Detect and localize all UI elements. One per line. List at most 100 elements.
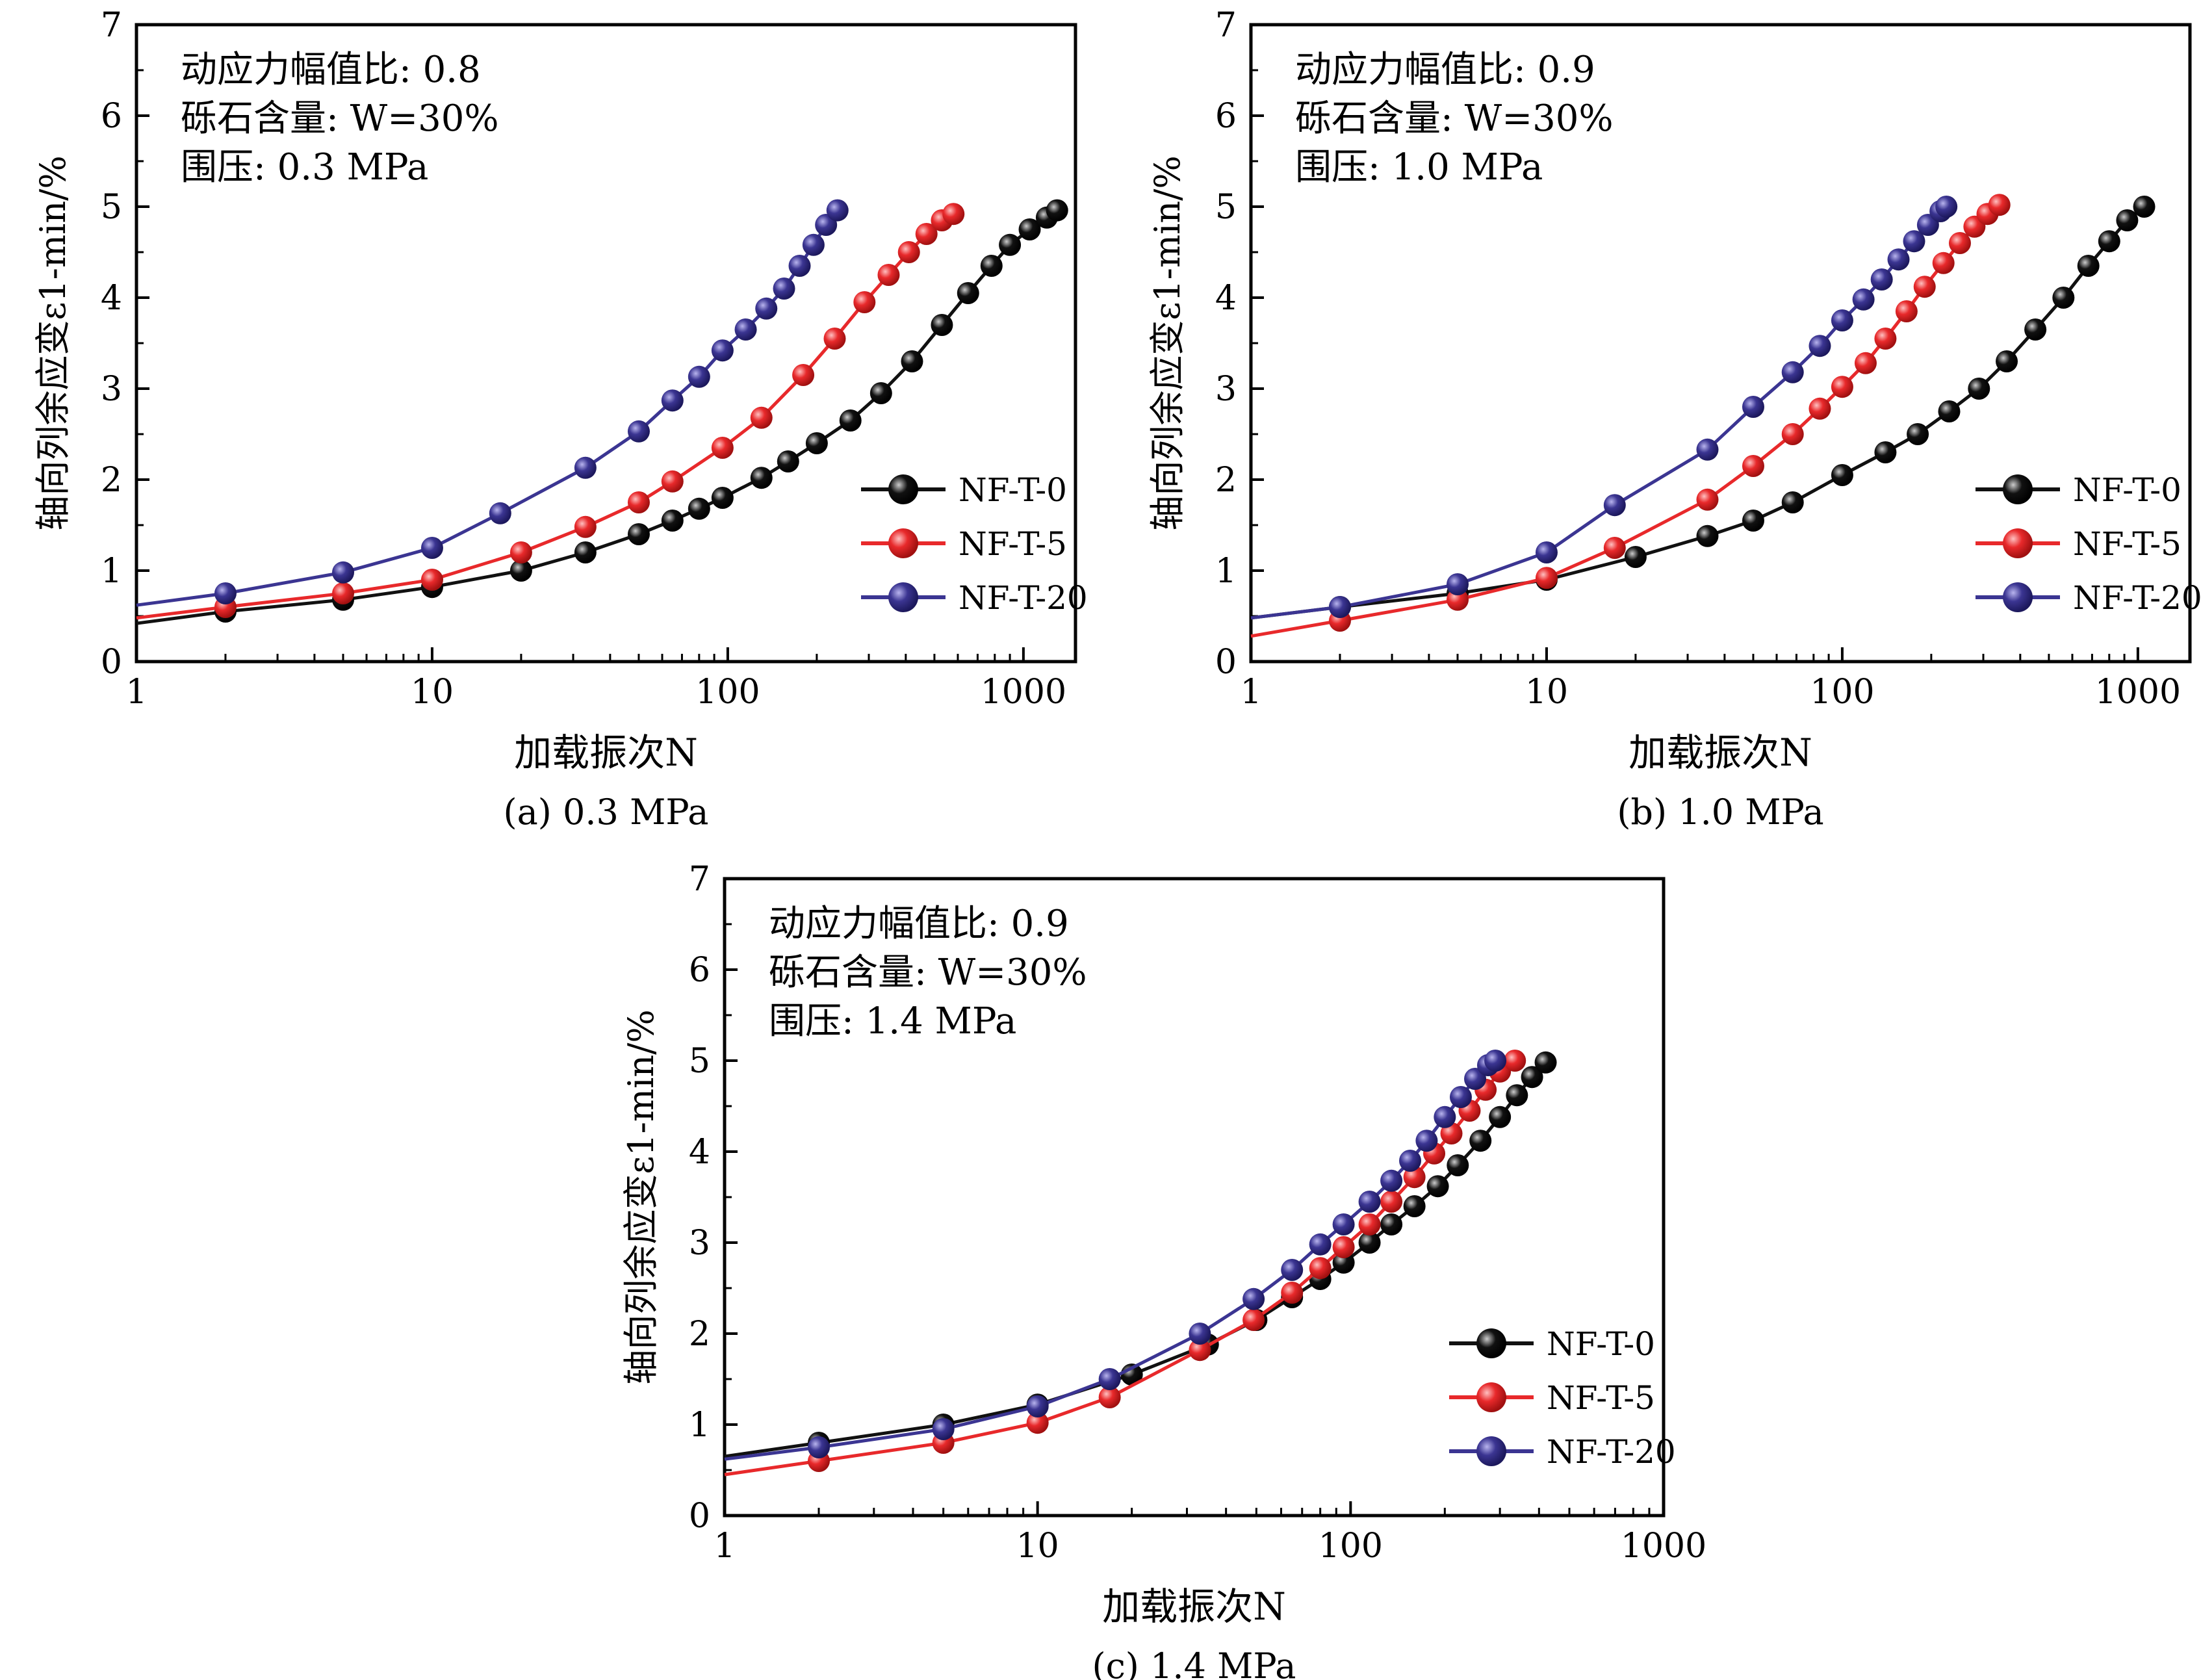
series-NF-T-20 [136, 199, 849, 607]
data-point [1781, 361, 1804, 383]
data-point [805, 432, 828, 454]
data-point [711, 339, 734, 362]
data-point [1018, 218, 1041, 240]
data-point [420, 537, 443, 559]
y-tick-label: 2 [101, 461, 122, 500]
y-tick-label: 3 [101, 370, 122, 409]
data-point [1535, 567, 1558, 589]
data-point [823, 328, 846, 350]
data-point [2052, 287, 2075, 309]
data-point [792, 364, 815, 386]
x-tick-label: 1000 [1621, 1527, 1706, 1566]
data-point [826, 199, 849, 222]
y-tick-label: 6 [689, 951, 710, 990]
x-tick-label: 100 [1319, 1527, 1383, 1566]
data-point [711, 437, 734, 459]
y-tick-label: 7 [101, 6, 122, 45]
y-tick-label: 2 [689, 1315, 710, 1354]
data-point [1696, 488, 1719, 511]
data-point [932, 1418, 955, 1440]
annotation-text: 围压: 1.4 MPa [769, 1000, 1016, 1042]
x-tick-label: 10 [411, 673, 454, 712]
data-point [1874, 441, 1897, 463]
data-point [901, 350, 923, 372]
series-line [136, 209, 839, 607]
y-tick-label: 5 [689, 1042, 710, 1081]
data-point [1380, 1213, 1403, 1235]
data-point [1624, 546, 1647, 568]
data-point [1358, 1232, 1381, 1254]
y-tick-label: 3 [689, 1224, 710, 1263]
series-NF-T-5 [136, 203, 965, 620]
series-line [1250, 203, 2001, 638]
data-point [1603, 537, 1626, 559]
data-point [1831, 464, 1853, 486]
data-point [1189, 1323, 1211, 1345]
legend-label: NF-T-20 [1547, 1433, 1676, 1471]
data-point [1489, 1105, 1512, 1128]
x-axis-label: 加载振次N [514, 730, 698, 775]
data-point [627, 420, 650, 443]
data-point [1854, 352, 1877, 374]
data-point [2024, 318, 2047, 341]
data-point [802, 233, 825, 256]
legend-marker [2003, 474, 2033, 504]
series-line [724, 1061, 1547, 1458]
y-axis-label: 轴向列余应变ε1-min/% [621, 1009, 662, 1384]
data-point [1098, 1386, 1121, 1408]
data-point [1742, 396, 1764, 418]
data-point [755, 297, 778, 320]
series-NF-T-0 [1250, 196, 2156, 620]
legend-label: NF-T-0 [2073, 471, 2182, 509]
data-point [1026, 1412, 1049, 1434]
data-point [750, 406, 773, 429]
x-axis-label: 加载振次N [1102, 1584, 1286, 1629]
data-point [2098, 230, 2120, 253]
data-point [489, 502, 511, 524]
data-point [1504, 1050, 1526, 1072]
legend-marker [888, 474, 918, 504]
series-line [136, 213, 955, 620]
data-point [1932, 252, 1955, 274]
y-tick-label: 6 [1215, 97, 1237, 136]
y-axis-label: 轴向列余应变ε1-min/% [1147, 155, 1188, 530]
data-point [877, 264, 900, 286]
data-point [777, 450, 799, 472]
data-point [788, 255, 811, 277]
series-NF-T-5 [724, 1050, 1526, 1477]
data-point [1535, 541, 1558, 563]
y-axis-label: 轴向列余应变ε1-min/% [32, 155, 73, 530]
annotation-text: 动应力幅值比: 0.9 [1295, 49, 1595, 91]
data-point [1895, 300, 1918, 322]
data-point [915, 223, 938, 245]
data-point [711, 487, 734, 509]
data-point [1189, 1339, 1211, 1362]
series-line [724, 1059, 1516, 1477]
annotation-text: 动应力幅值比: 0.9 [769, 903, 1069, 945]
panel-caption: (c) 1.4 MPa [1092, 1646, 1296, 1680]
data-point [980, 255, 1003, 277]
legend-label: NF-T-5 [959, 525, 1067, 563]
data-point [1781, 423, 1804, 445]
y-tick-label: 1 [1215, 552, 1237, 591]
data-point [661, 510, 684, 532]
data-point [627, 491, 650, 513]
x-tick-label: 1000 [981, 673, 1066, 712]
data-point [1046, 199, 1068, 222]
data-point [1332, 1236, 1355, 1258]
y-tick-label: 7 [689, 860, 710, 899]
data-point [2077, 255, 2100, 277]
data-point [750, 467, 773, 489]
legend-label: NF-T-20 [2073, 579, 2201, 617]
data-point [1506, 1084, 1528, 1107]
legend-marker [1476, 1382, 1506, 1412]
data-point [1426, 1175, 1449, 1198]
x-tick-label: 100 [1810, 673, 1874, 712]
data-point [807, 1436, 830, 1458]
series-NF-T-0 [724, 1051, 1557, 1458]
data-point [1415, 1130, 1438, 1152]
annotation-text: 动应力幅值比: 0.8 [181, 49, 481, 91]
